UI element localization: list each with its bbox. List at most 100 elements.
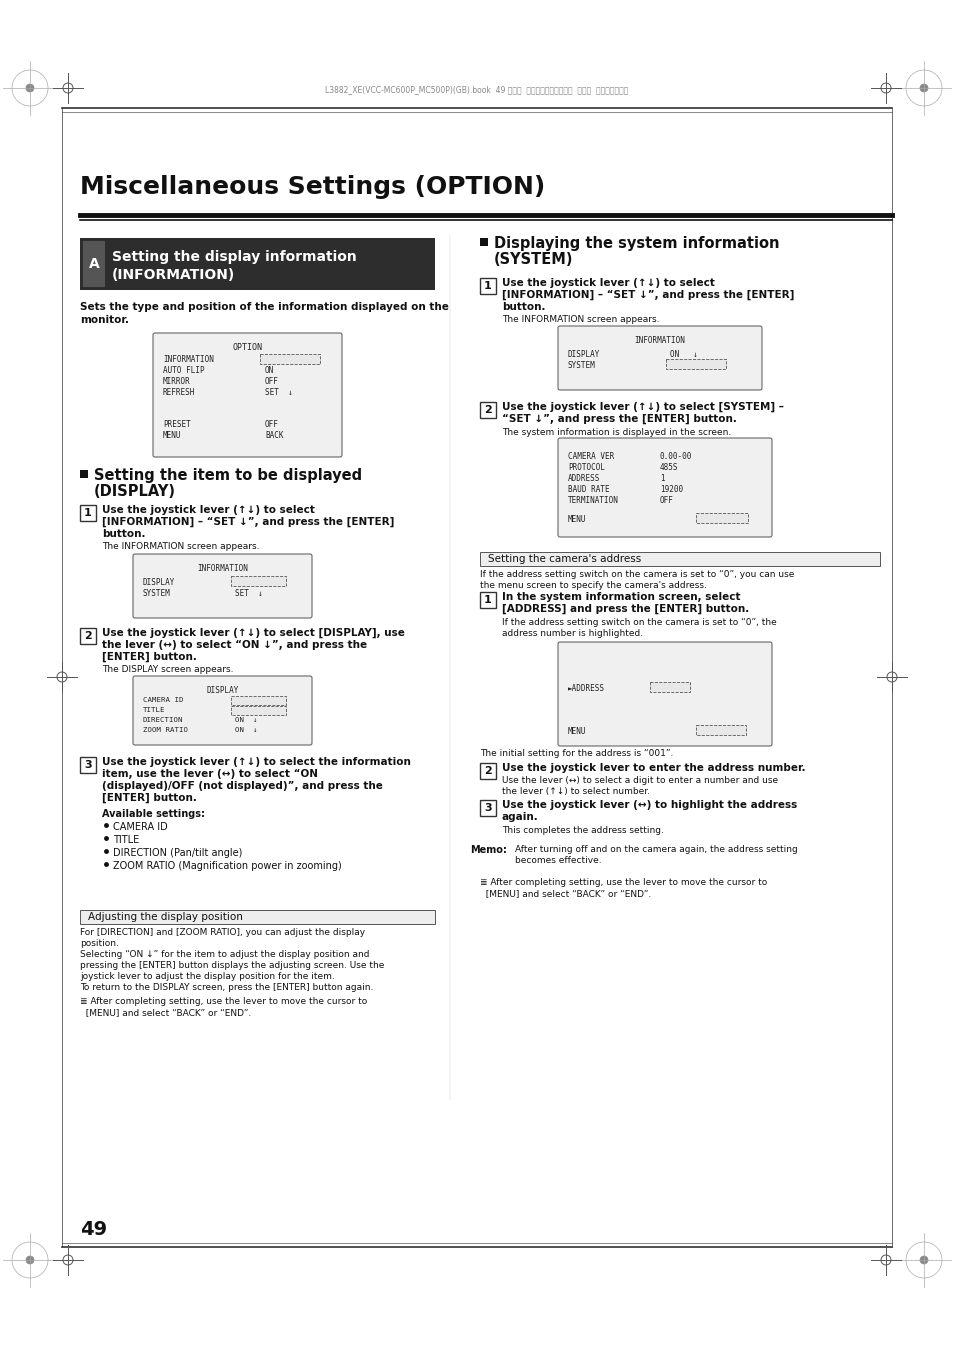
Text: INFORMATION: INFORMATION <box>163 355 213 363</box>
Text: ADDRESS: ADDRESS <box>567 474 599 484</box>
Text: The INFORMATION screen appears.: The INFORMATION screen appears. <box>501 315 659 324</box>
Text: REFRESH: REFRESH <box>163 388 195 397</box>
Text: The system information is displayed in the screen.: The system information is displayed in t… <box>501 428 731 436</box>
Text: L3882_XE(VCC-MC600P_MC500P)(GB).book  49 ページ  ２００７年１月１８日  木曜日  午前９時４４分: L3882_XE(VCC-MC600P_MC500P)(GB).book 49 … <box>325 85 628 95</box>
Text: CAMERA ID: CAMERA ID <box>143 697 183 703</box>
Text: 49: 49 <box>80 1220 107 1239</box>
Text: TITLE: TITLE <box>112 835 139 844</box>
Bar <box>479 763 496 780</box>
Text: OFF: OFF <box>265 377 278 386</box>
FancyBboxPatch shape <box>152 332 341 457</box>
Bar <box>479 592 496 608</box>
Text: CAMERA ID: CAMERA ID <box>112 821 168 832</box>
Text: If the address setting switch on the camera is set to “0”, the: If the address setting switch on the cam… <box>501 617 776 627</box>
Text: Available settings:: Available settings: <box>102 809 205 819</box>
Bar <box>479 238 488 246</box>
Text: (displayed)/OFF (not displayed)”, and press the: (displayed)/OFF (not displayed)”, and pr… <box>102 781 382 790</box>
Text: ON  ↓: ON ↓ <box>234 717 257 723</box>
Text: ON  ↓: ON ↓ <box>234 727 257 734</box>
Text: SET: SET <box>669 361 683 370</box>
Bar <box>649 682 689 692</box>
Text: again.: again. <box>501 812 538 821</box>
Text: TERMINATION: TERMINATION <box>567 496 618 505</box>
Text: PROTOCOL: PROTOCOL <box>567 463 604 471</box>
Text: The DISPLAY screen appears.: The DISPLAY screen appears. <box>102 665 233 674</box>
Text: Use the joystick lever (↑↓) to select: Use the joystick lever (↑↓) to select <box>501 278 714 288</box>
Text: OPTION: OPTION <box>233 343 262 353</box>
Text: 2: 2 <box>84 631 91 640</box>
Bar <box>83 240 105 286</box>
Bar <box>260 354 319 363</box>
Text: To return to the DISPLAY screen, press the [ENTER] button again.: To return to the DISPLAY screen, press t… <box>80 984 373 992</box>
Text: [INFORMATION] – “SET ↓”, and press the [ENTER]: [INFORMATION] – “SET ↓”, and press the [… <box>102 517 394 527</box>
Text: 2: 2 <box>483 766 492 775</box>
Text: After turning off and on the camera again, the address setting: After turning off and on the camera agai… <box>515 844 797 854</box>
Text: pressing the [ENTER] button displays the adjusting screen. Use the: pressing the [ENTER] button displays the… <box>80 961 384 970</box>
Text: Displaying the system information: Displaying the system information <box>494 236 779 251</box>
Text: MENU: MENU <box>163 431 181 440</box>
Text: ON: ON <box>234 697 244 703</box>
Text: DISPLAY: DISPLAY <box>143 578 175 586</box>
Text: SET: SET <box>265 355 278 363</box>
Text: MENU: MENU <box>567 515 586 524</box>
Text: PRESET: PRESET <box>163 420 191 430</box>
Circle shape <box>919 84 927 92</box>
Text: Use the joystick lever (↑↓) to select: Use the joystick lever (↑↓) to select <box>102 505 314 515</box>
FancyBboxPatch shape <box>558 326 761 390</box>
Text: CAMERA VER: CAMERA VER <box>567 453 614 461</box>
Text: INFORMATION: INFORMATION <box>634 336 684 345</box>
Text: OFF: OFF <box>265 420 278 430</box>
Text: The INFORMATION screen appears.: The INFORMATION screen appears. <box>102 542 259 551</box>
Text: Use the joystick lever (↑↓) to select [SYSTEM] –: Use the joystick lever (↑↓) to select [S… <box>501 403 783 412</box>
Bar <box>231 707 286 715</box>
Text: 1: 1 <box>659 474 664 484</box>
Bar <box>479 403 496 417</box>
Text: the lever (↔) to select “ON ↓”, and press the: the lever (↔) to select “ON ↓”, and pres… <box>102 640 367 650</box>
Circle shape <box>26 84 34 92</box>
Text: 1: 1 <box>84 508 91 517</box>
Text: 3: 3 <box>84 761 91 770</box>
Text: BACK: BACK <box>700 515 718 524</box>
FancyBboxPatch shape <box>558 642 771 746</box>
FancyBboxPatch shape <box>558 438 771 536</box>
Text: ≣ After completing setting, use the lever to move the cursor to: ≣ After completing setting, use the leve… <box>80 997 367 1006</box>
Text: OFF: OFF <box>659 496 673 505</box>
Bar <box>80 628 96 644</box>
Text: DIRECTION: DIRECTION <box>143 717 183 723</box>
Text: 2: 2 <box>483 405 492 415</box>
Text: 1: 1 <box>483 281 492 290</box>
Text: “SET ↓”, and press the [ENTER] button.: “SET ↓”, and press the [ENTER] button. <box>501 413 736 424</box>
Text: ON   ↓: ON ↓ <box>669 350 697 359</box>
Text: the menu screen to specify the camera's address.: the menu screen to specify the camera's … <box>479 581 706 590</box>
Text: BACK: BACK <box>700 727 718 736</box>
Text: Selecting “ON ↓” for the item to adjust the display position and: Selecting “ON ↓” for the item to adjust … <box>80 950 369 959</box>
Bar <box>80 505 96 521</box>
Circle shape <box>919 1256 927 1265</box>
Text: Miscellaneous Settings (OPTION): Miscellaneous Settings (OPTION) <box>80 176 545 199</box>
Text: This completes the address setting.: This completes the address setting. <box>501 825 663 835</box>
Text: If the address setting switch on the camera is set to “0”, you can use: If the address setting switch on the cam… <box>479 570 794 580</box>
Text: Memo:: Memo: <box>470 844 506 855</box>
Text: Setting the item to be displayed: Setting the item to be displayed <box>94 467 362 484</box>
Bar <box>696 725 745 735</box>
Text: [ENTER] button.: [ENTER] button. <box>102 793 196 804</box>
Text: OFF: OFF <box>234 578 249 586</box>
Text: Use the joystick lever (↑↓) to select [DISPLAY], use: Use the joystick lever (↑↓) to select [D… <box>102 628 404 638</box>
Text: ≣ After completing setting, use the lever to move the cursor to: ≣ After completing setting, use the leve… <box>479 878 766 888</box>
Text: Use the joystick lever (↑↓) to select the information: Use the joystick lever (↑↓) to select th… <box>102 757 411 767</box>
FancyBboxPatch shape <box>132 676 312 744</box>
Bar <box>479 800 496 816</box>
Text: TITLE: TITLE <box>143 707 165 713</box>
Text: Use the lever (↔) to select a digit to enter a number and use: Use the lever (↔) to select a digit to e… <box>501 775 778 785</box>
Text: SET  ↓: SET ↓ <box>234 589 262 598</box>
Text: BAUD RATE: BAUD RATE <box>567 485 609 494</box>
Text: [MENU] and select “BACK” or “END”.: [MENU] and select “BACK” or “END”. <box>80 1008 251 1017</box>
Text: A: A <box>89 257 99 272</box>
Bar <box>80 911 435 924</box>
Text: SET  ↓: SET ↓ <box>265 388 293 397</box>
Circle shape <box>26 1256 34 1265</box>
Text: 485S: 485S <box>659 463 678 471</box>
Text: The initial setting for the address is “001”.: The initial setting for the address is “… <box>479 748 673 758</box>
Text: (DISPLAY): (DISPLAY) <box>94 484 175 499</box>
Text: becomes effective.: becomes effective. <box>515 857 601 865</box>
